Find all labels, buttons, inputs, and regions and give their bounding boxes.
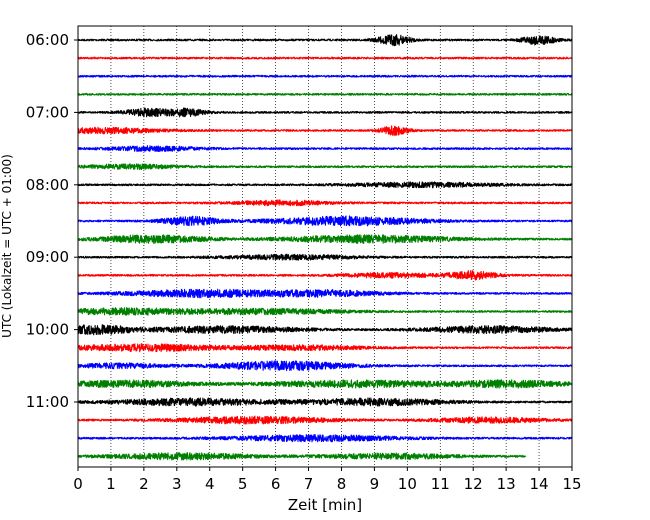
seismogram-trace [77,145,573,153]
seismogram-trace [77,288,573,299]
seismogram-trace [77,181,573,189]
x-tick-label: 10 [398,475,417,493]
seismogram-trace [77,215,573,227]
plot-frame [77,25,573,468]
y-tick-label: 10:00 [26,321,69,339]
seismogram-trace [77,379,573,389]
y-tick-label: 07:00 [26,103,69,121]
seismogram-trace [77,163,573,171]
x-tick-label: 1 [106,475,116,493]
x-tick-label: 9 [370,475,380,493]
x-tick-label: 13 [497,475,516,493]
x-axis-label: Zeit [min] [288,496,362,514]
y-tick-label: 09:00 [26,248,69,266]
x-tick-label: 6 [271,475,281,493]
x-tick-label: 15 [562,475,581,493]
x-tick-label: 12 [464,475,483,493]
seismogram-trace [77,415,573,425]
seismogram-trace [77,107,573,118]
seismogram-trace [77,452,527,461]
y-tick-label: 06:00 [26,31,69,49]
seismogram-trace [77,397,573,407]
seismogram-trace [77,253,573,261]
seismogram-trace [77,324,573,336]
x-tick-label: 4 [205,475,215,493]
x-axis: 0 1 2 3 4 5 6 7 8 9 10 11 12 13 14 15 [73,467,582,493]
seismogram-trace [77,269,573,281]
seismogram-trace [77,34,573,47]
seismogram-trace [77,434,573,443]
seismogram-trace [77,307,573,316]
seismogram-trace [77,360,573,372]
seismogram-trace [77,343,573,353]
x-tick-label: 0 [73,475,83,493]
y-axis: 06:00 07:00 08:00 09:00 10:00 11:00 [26,31,78,411]
x-tick-label: 14 [530,475,549,493]
seismogram-trace [77,74,573,78]
seismogram-trace [77,199,573,207]
x-tick-label: 8 [337,475,347,493]
x-tick-label: 11 [431,475,450,493]
x-tick-label: 3 [172,475,182,493]
y-tick-label: 11:00 [26,393,69,411]
x-tick-label: 7 [304,475,314,493]
y-tick-label: 08:00 [26,176,69,194]
x-tick-label: 2 [139,475,149,493]
seismogram-trace [77,56,573,60]
y-axis-label: UTC (Lokalzeit = UTC + 01:00) [0,154,14,338]
x-tick-label: 5 [238,475,248,493]
seismogram-trace [77,234,573,245]
seismogram-trace [77,92,573,96]
seismogram-trace [77,125,573,136]
trace-group [77,34,573,461]
